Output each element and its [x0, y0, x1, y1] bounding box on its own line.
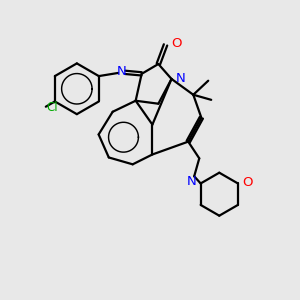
Text: N: N — [176, 72, 186, 85]
Text: O: O — [172, 37, 182, 50]
Text: N: N — [187, 176, 196, 188]
Text: O: O — [242, 176, 253, 189]
Text: N: N — [117, 65, 127, 78]
Text: Cl: Cl — [46, 101, 58, 114]
